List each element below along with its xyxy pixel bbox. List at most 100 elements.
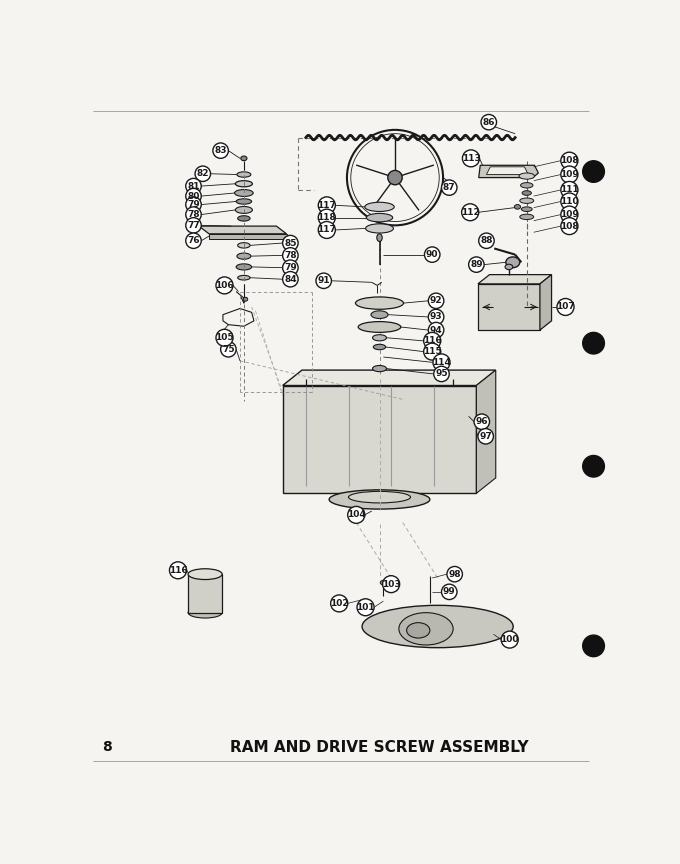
Text: 88: 88 <box>480 236 493 245</box>
Text: 116: 116 <box>423 336 441 346</box>
Text: 75: 75 <box>222 345 235 354</box>
Text: 83: 83 <box>214 146 227 156</box>
Ellipse shape <box>356 297 403 309</box>
Circle shape <box>583 333 605 354</box>
Ellipse shape <box>373 365 386 372</box>
Text: 78: 78 <box>284 251 296 260</box>
Text: 79: 79 <box>284 264 296 272</box>
Ellipse shape <box>522 206 532 212</box>
Polygon shape <box>540 275 551 330</box>
Text: 108: 108 <box>560 156 579 165</box>
Text: 110: 110 <box>560 197 579 206</box>
Ellipse shape <box>520 198 534 203</box>
Circle shape <box>316 273 331 289</box>
Text: 117: 117 <box>318 200 336 210</box>
Circle shape <box>357 599 374 616</box>
Text: 99: 99 <box>443 588 456 596</box>
Ellipse shape <box>362 606 513 648</box>
Text: 95: 95 <box>435 370 448 378</box>
Ellipse shape <box>238 243 250 248</box>
Ellipse shape <box>373 345 386 350</box>
Text: 87: 87 <box>443 183 456 192</box>
Text: 101: 101 <box>356 603 375 612</box>
Circle shape <box>186 178 201 194</box>
Circle shape <box>428 293 444 308</box>
Text: 91: 91 <box>318 276 330 285</box>
Polygon shape <box>209 234 286 239</box>
Circle shape <box>474 414 490 429</box>
Text: 104: 104 <box>347 511 366 519</box>
Text: 94: 94 <box>430 326 443 334</box>
Circle shape <box>469 257 484 272</box>
Circle shape <box>462 204 479 220</box>
Text: 79: 79 <box>187 200 200 209</box>
Text: 78: 78 <box>187 210 200 219</box>
Text: 85: 85 <box>284 238 296 248</box>
Polygon shape <box>479 165 539 178</box>
Text: 115: 115 <box>423 347 441 356</box>
Circle shape <box>557 298 574 315</box>
Ellipse shape <box>506 257 520 268</box>
Text: 116: 116 <box>169 566 188 575</box>
Circle shape <box>441 584 457 600</box>
Circle shape <box>561 166 578 183</box>
Circle shape <box>330 595 347 612</box>
Circle shape <box>318 209 335 226</box>
Ellipse shape <box>237 172 251 177</box>
Polygon shape <box>283 370 496 385</box>
Ellipse shape <box>366 224 394 233</box>
Circle shape <box>169 562 186 579</box>
Text: 90: 90 <box>426 250 439 259</box>
Circle shape <box>283 260 298 276</box>
Ellipse shape <box>241 156 247 161</box>
Text: 112: 112 <box>461 207 479 217</box>
Circle shape <box>424 247 440 263</box>
Circle shape <box>186 188 201 204</box>
Circle shape <box>428 322 444 338</box>
Circle shape <box>186 218 201 233</box>
Text: 105: 105 <box>215 334 234 342</box>
Ellipse shape <box>236 264 252 270</box>
Text: 8: 8 <box>102 740 112 754</box>
Polygon shape <box>486 167 528 175</box>
Circle shape <box>186 206 201 222</box>
Text: 100: 100 <box>500 635 519 644</box>
Ellipse shape <box>348 492 411 503</box>
Ellipse shape <box>380 581 386 585</box>
Ellipse shape <box>238 276 250 280</box>
Text: 114: 114 <box>432 358 451 367</box>
Text: 108: 108 <box>560 221 579 231</box>
Ellipse shape <box>364 202 394 212</box>
Circle shape <box>561 218 578 235</box>
Circle shape <box>447 567 462 581</box>
Text: 82: 82 <box>197 169 209 178</box>
Circle shape <box>213 143 228 158</box>
Circle shape <box>388 170 402 185</box>
Circle shape <box>424 333 441 349</box>
Circle shape <box>561 181 578 199</box>
Circle shape <box>424 343 441 360</box>
Text: 80: 80 <box>187 192 200 200</box>
Text: 97: 97 <box>479 432 492 441</box>
Ellipse shape <box>237 253 251 259</box>
Circle shape <box>462 149 479 167</box>
Polygon shape <box>478 275 551 284</box>
Ellipse shape <box>373 334 386 340</box>
Ellipse shape <box>522 191 531 195</box>
Circle shape <box>186 197 201 213</box>
Ellipse shape <box>238 216 250 221</box>
Circle shape <box>283 271 298 287</box>
Text: 76: 76 <box>187 236 200 245</box>
Circle shape <box>583 161 605 182</box>
Text: 92: 92 <box>430 296 443 305</box>
Circle shape <box>195 166 211 181</box>
Ellipse shape <box>236 199 252 204</box>
Ellipse shape <box>377 234 382 242</box>
Text: 111: 111 <box>560 186 579 194</box>
Text: 117: 117 <box>318 226 336 234</box>
Ellipse shape <box>188 569 222 580</box>
Ellipse shape <box>520 214 534 219</box>
Text: 106: 106 <box>215 281 234 290</box>
Circle shape <box>428 309 444 325</box>
Circle shape <box>478 429 494 444</box>
